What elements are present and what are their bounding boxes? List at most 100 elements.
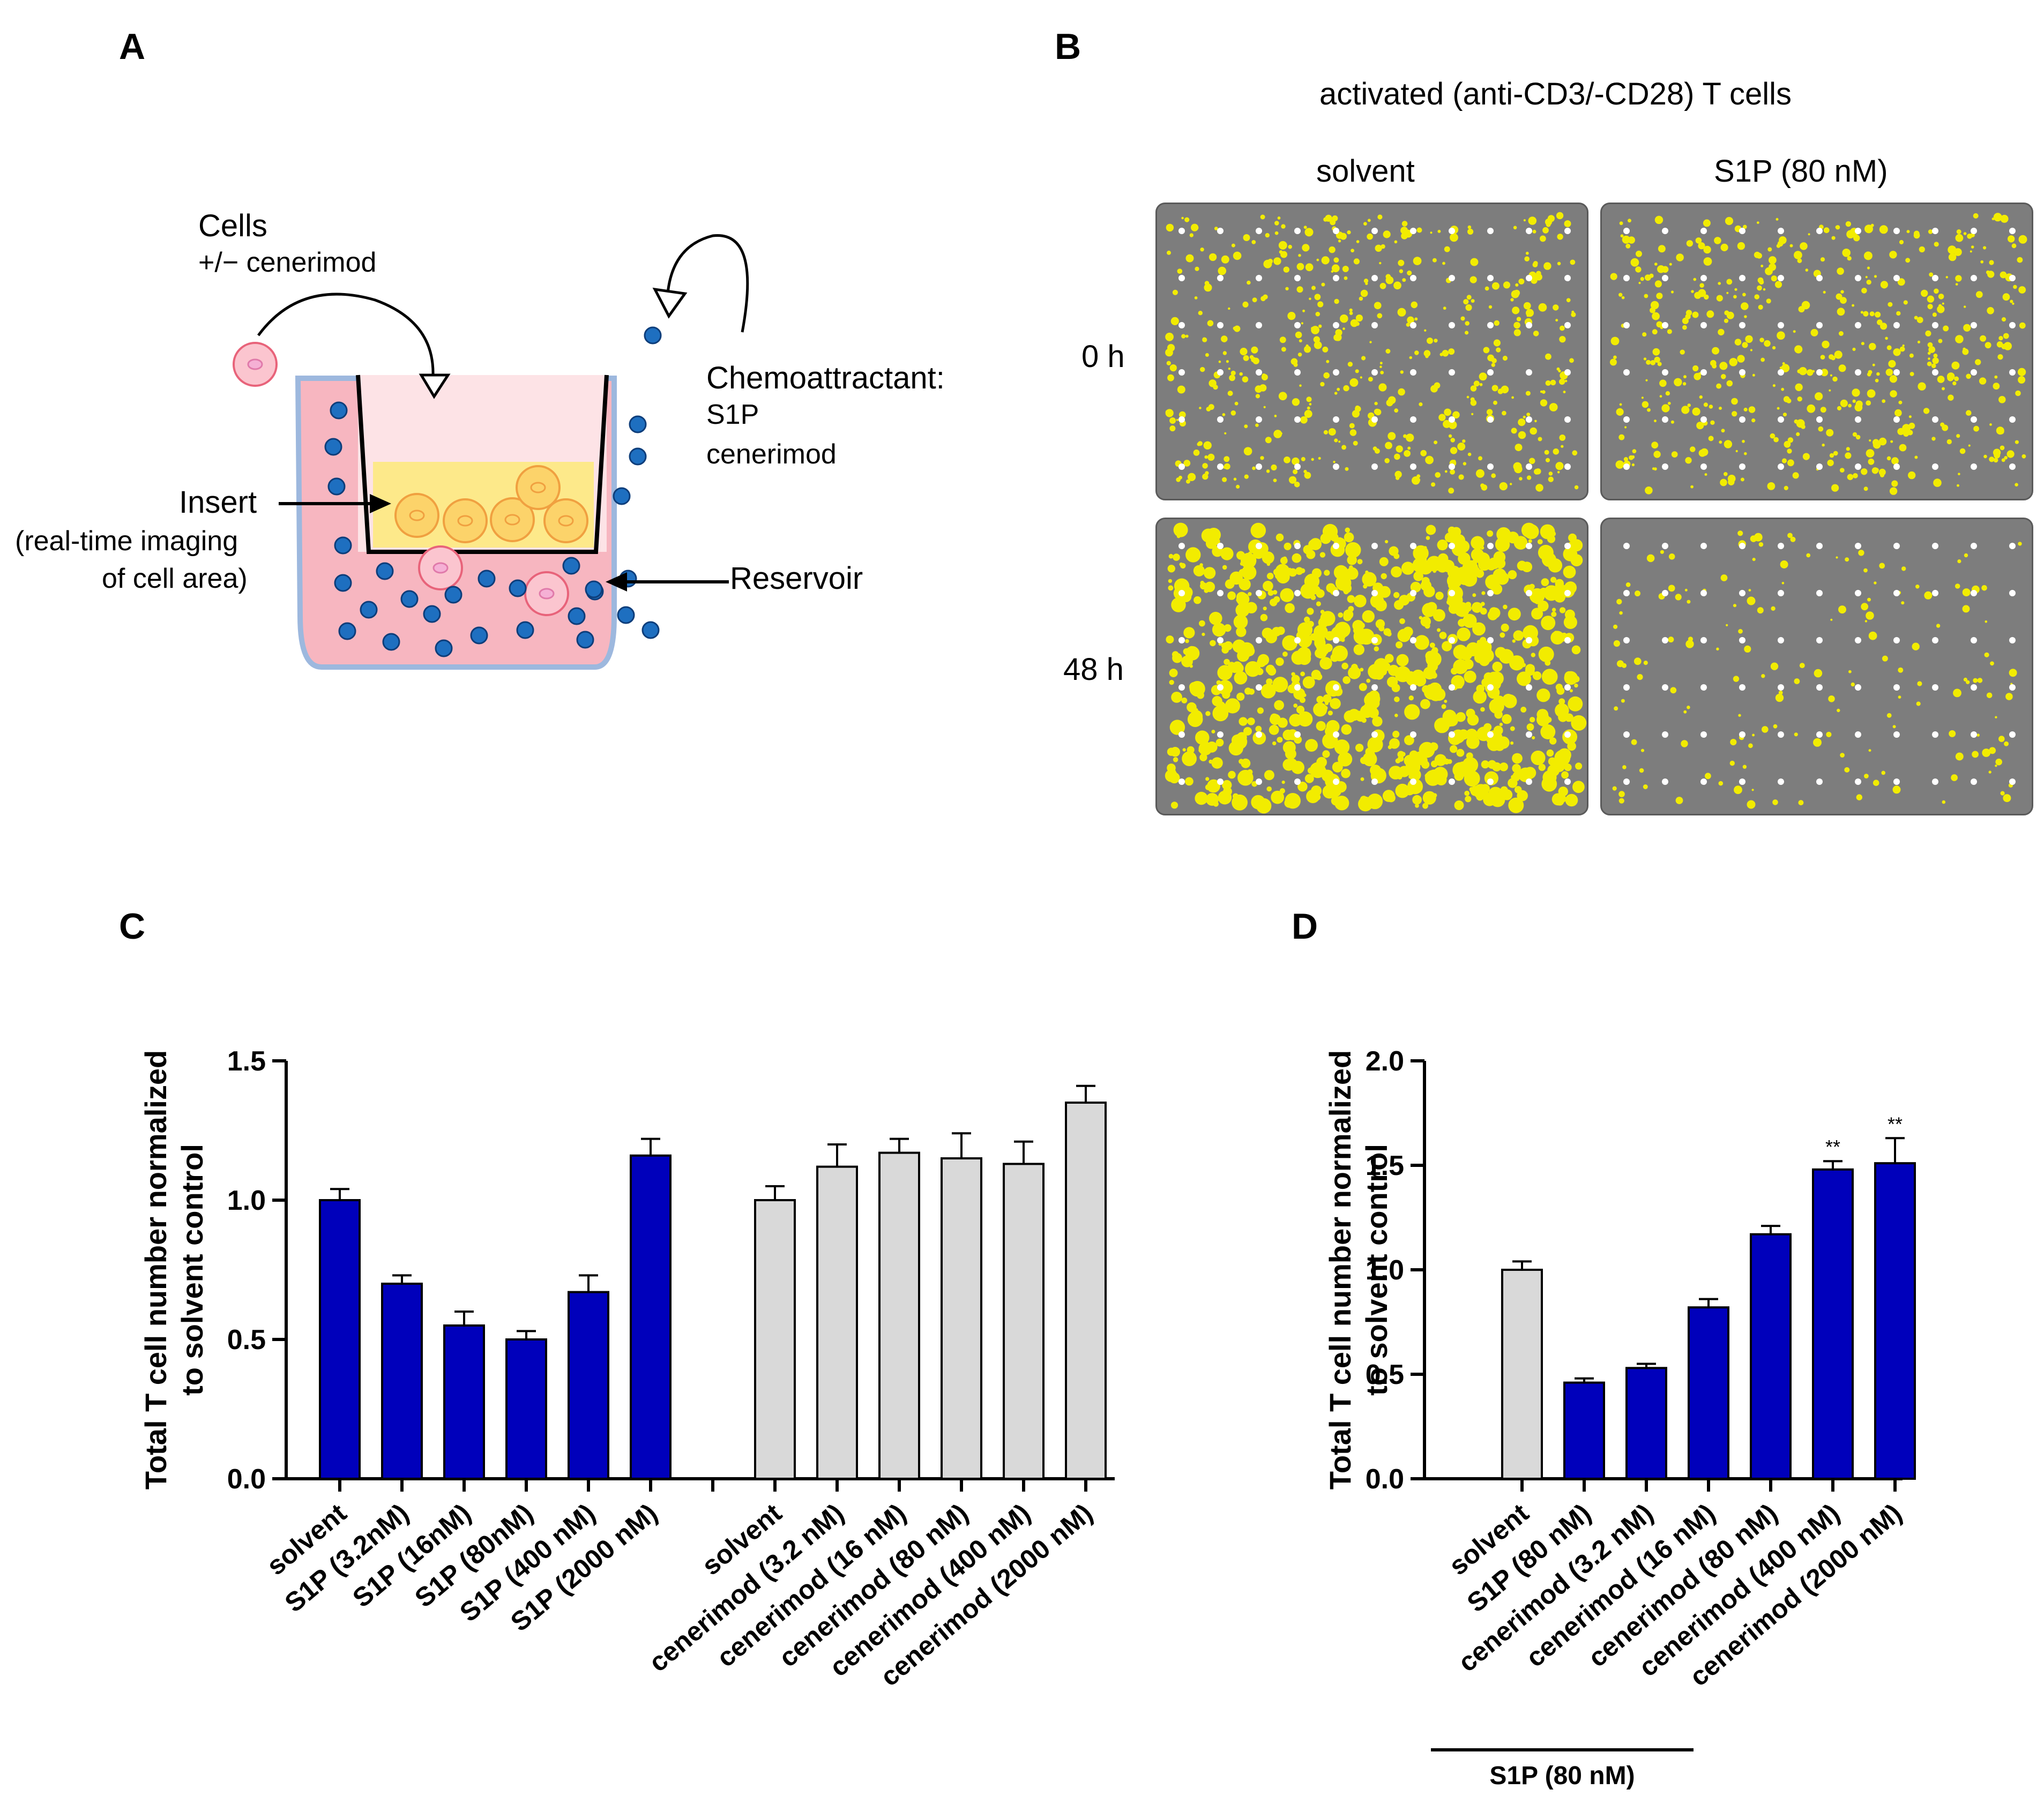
cell-speck <box>1347 555 1357 565</box>
cell-speck <box>1948 394 1954 401</box>
cell-speck <box>1169 417 1176 424</box>
cell-speck <box>1714 237 1721 244</box>
cell-speck <box>1938 294 1944 299</box>
cell-speck <box>1948 253 1957 261</box>
cell-speck <box>1428 686 1443 701</box>
cell-speck <box>1304 774 1314 783</box>
cell-speck <box>1668 585 1675 592</box>
cell-speck <box>1902 344 1905 347</box>
cell-speck <box>1298 652 1311 665</box>
cell-speck <box>1909 353 1914 358</box>
grid-dot <box>1855 637 1861 643</box>
grid-dot <box>1700 463 1707 470</box>
cell-speck <box>1450 438 1455 443</box>
cell-speck <box>1421 576 1430 585</box>
grid-dot <box>1778 275 1784 281</box>
cell-speck <box>1198 311 1203 316</box>
cell-speck <box>1214 227 1218 230</box>
grid-dot <box>1217 778 1224 785</box>
cell-speck <box>1618 434 1625 440</box>
cell-speck <box>1441 704 1446 709</box>
cell-speck <box>1852 304 1855 307</box>
cell-speck <box>1195 791 1208 805</box>
s1p-bracket-label: S1P (80 nM) <box>1489 1762 1635 1790</box>
cell-speck <box>1331 796 1341 806</box>
cell-speck <box>1385 540 1389 544</box>
cell-speck <box>1194 296 1198 299</box>
cell-speck <box>1470 385 1477 392</box>
cell-speck <box>2002 293 2010 301</box>
cell-speck <box>1840 399 1848 407</box>
cell-speck <box>1914 316 1918 320</box>
cell-speck <box>1575 762 1583 770</box>
cell-speck <box>1748 589 1751 591</box>
cell-speck <box>1483 731 1487 735</box>
cell-speck <box>1221 642 1228 649</box>
cell-speck <box>1806 553 1811 558</box>
cell-speck <box>1362 572 1377 587</box>
cell-speck <box>1740 477 1744 482</box>
cell-speck <box>1968 444 1971 447</box>
cell-speck <box>1448 434 1452 438</box>
grid-dot <box>1178 322 1185 328</box>
cell-speck <box>1227 391 1233 396</box>
cell-speck <box>1835 226 1839 229</box>
cell-speck <box>1564 379 1568 383</box>
cell-speck <box>1773 724 1778 729</box>
cell-speck <box>1525 391 1531 396</box>
cell-speck <box>1266 786 1272 792</box>
grid-dot <box>1855 369 1861 376</box>
grid-dot <box>1816 637 1823 643</box>
cell-speck <box>1379 365 1382 368</box>
y-tick-label: 0.5 <box>227 1324 266 1356</box>
cell-speck <box>1367 233 1373 240</box>
cell-speck <box>1561 771 1569 779</box>
cell-speck <box>1861 342 1864 346</box>
cell-speck <box>1491 473 1496 478</box>
cell-speck <box>1670 687 1677 694</box>
cell-speck <box>1918 382 1926 391</box>
grid-dot <box>1256 416 1262 423</box>
cell-speck <box>1448 488 1454 494</box>
cell-speck <box>1703 245 1711 254</box>
grid-dot <box>1526 369 1532 376</box>
cell-speck <box>1733 604 1737 608</box>
cell-speck <box>1955 752 1964 761</box>
cell-speck <box>1463 613 1477 628</box>
grid-dot <box>1662 590 1668 596</box>
cell-speck <box>1242 301 1249 308</box>
bar <box>1625 1367 1667 1480</box>
cell-speck <box>1932 357 1939 364</box>
cell-speck <box>1472 593 1476 597</box>
cell-speck <box>1512 763 1521 773</box>
cell-speck <box>1412 476 1420 485</box>
cell-speck <box>1234 671 1248 685</box>
cell-speck <box>1422 791 1436 805</box>
cell-speck <box>2005 693 2013 700</box>
cell-speck <box>2011 243 2017 249</box>
cell-speck <box>1206 407 1211 411</box>
cell-speck <box>1569 689 1573 693</box>
cell-speck <box>1318 456 1321 460</box>
grid-dot <box>1816 369 1823 376</box>
cell-speck <box>1847 474 1854 481</box>
cell-speck <box>1273 478 1277 482</box>
cell-speck <box>1938 339 1943 343</box>
grid-dot <box>1893 684 1900 691</box>
cell-speck <box>1472 622 1486 636</box>
cell-speck <box>1437 628 1441 632</box>
cell-speck <box>1748 406 1756 413</box>
cell-speck <box>1721 429 1725 433</box>
cell-speck <box>1770 433 1776 439</box>
cell-speck <box>1279 250 1283 254</box>
cell-speck <box>1434 339 1438 343</box>
cell-speck <box>1668 553 1675 560</box>
cell-speck <box>1244 424 1248 429</box>
cell-speck <box>1986 692 1993 699</box>
cell-speck <box>1271 464 1277 471</box>
cell-speck <box>1185 639 1189 643</box>
grid-dot <box>1778 731 1784 738</box>
cell-speck <box>1256 668 1264 676</box>
cell-speck <box>1893 348 1901 356</box>
cell-speck <box>1313 702 1327 717</box>
